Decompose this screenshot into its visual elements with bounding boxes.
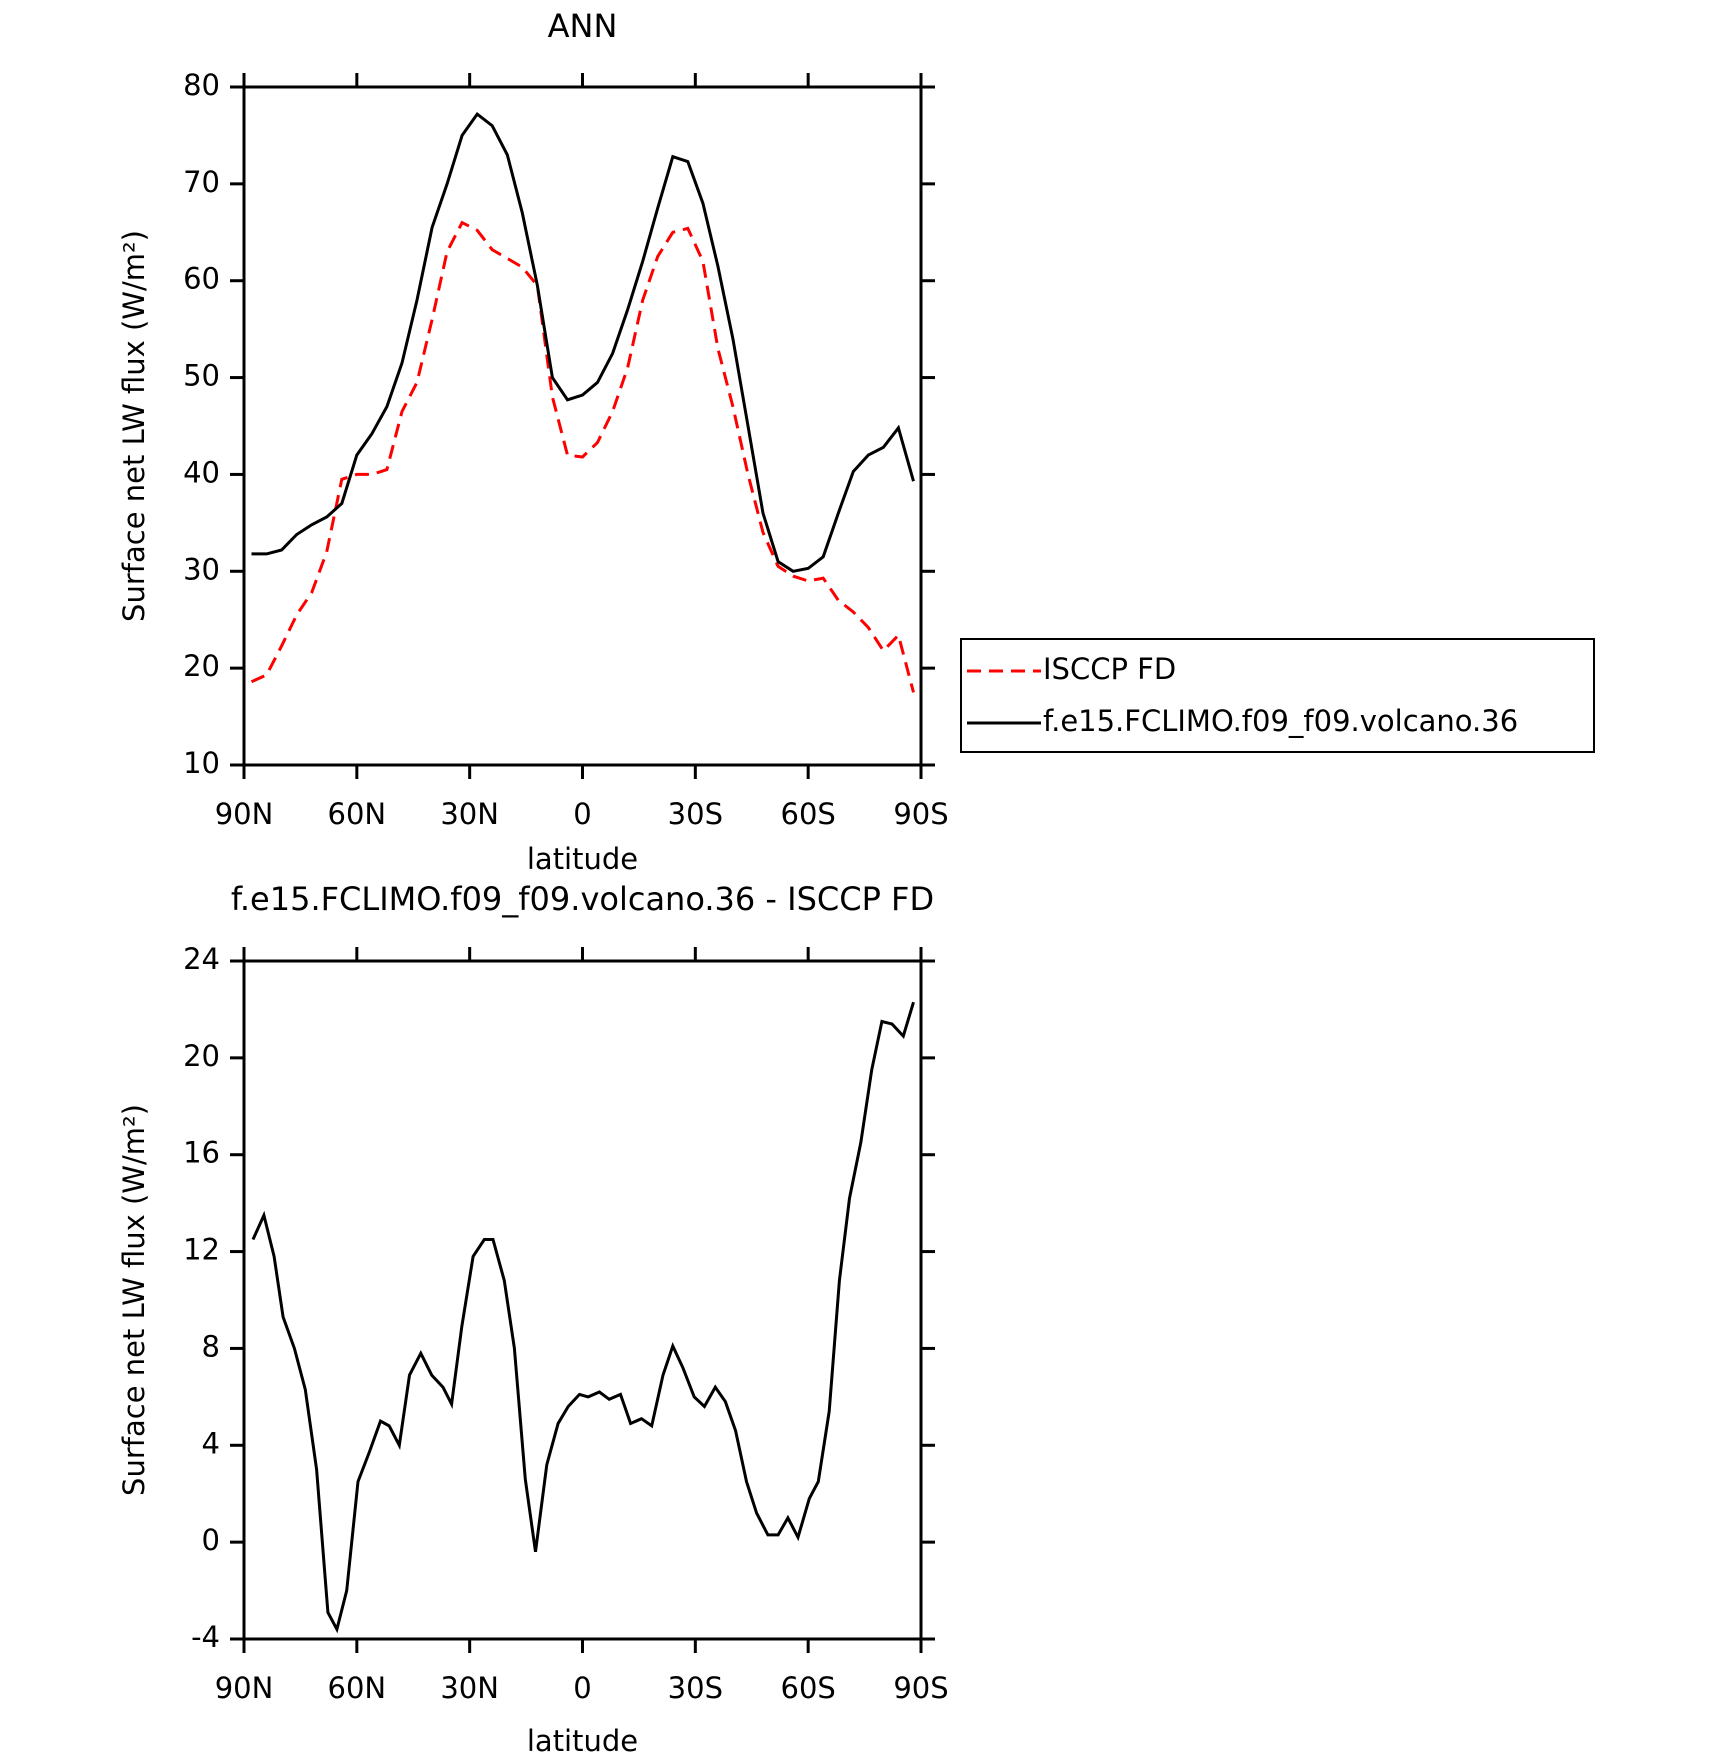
data-line	[251, 1001, 915, 1634]
data-line	[251, 111, 915, 573]
legend-label: ISCCP FD	[1043, 652, 1176, 686]
x-tick-label: 0	[573, 797, 591, 831]
y-axis-label: Surface net LW flux (W/m²)	[117, 1104, 151, 1496]
y-tick-label: 50	[183, 359, 220, 393]
y-tick-label: 12	[183, 1233, 220, 1267]
x-tick-label: 30S	[668, 1671, 723, 1705]
legend-box	[960, 638, 1595, 753]
y-tick-label: 24	[183, 942, 220, 976]
x-tick-label: 60N	[328, 1671, 387, 1705]
x-tick-label: 30S	[668, 797, 723, 831]
y-tick-label: 30	[183, 552, 220, 586]
x-axis-label: latitude	[527, 1724, 638, 1758]
y-tick-label: 70	[183, 165, 220, 199]
y-tick-label: 8	[202, 1329, 220, 1363]
y-axis-label: Surface net LW flux (W/m²)	[117, 230, 151, 622]
x-axis-label: latitude	[527, 842, 638, 876]
chart-title: f.e15.FCLIMO.f09_f09.volcano.36 - ISCCP …	[231, 880, 934, 918]
chart-title: ANN	[548, 7, 618, 45]
x-tick-label: 60S	[781, 1671, 836, 1705]
x-tick-label: 30N	[440, 1671, 499, 1705]
x-tick-label: 90N	[215, 1671, 274, 1705]
y-tick-label: 20	[183, 649, 220, 683]
y-tick-label: 20	[183, 1039, 220, 1073]
x-tick-label: 90N	[215, 797, 274, 831]
plot-frame	[242, 85, 923, 767]
y-tick-label: 40	[183, 455, 220, 489]
x-tick-label: 0	[573, 1671, 591, 1705]
x-tick-label: 90S	[893, 797, 948, 831]
y-tick-label: -4	[191, 1620, 220, 1654]
y-tick-label: 10	[183, 746, 220, 780]
x-tick-label: 60N	[328, 797, 387, 831]
x-tick-label: 30N	[440, 797, 499, 831]
y-tick-label: 0	[202, 1523, 220, 1557]
legend-label: f.e15.FCLIMO.f09_f09.volcano.36	[1043, 704, 1518, 738]
x-tick-label: 60S	[781, 797, 836, 831]
y-tick-label: 60	[183, 262, 220, 296]
x-tick-label: 90S	[893, 1671, 948, 1705]
y-tick-label: 16	[183, 1136, 220, 1170]
y-tick-label: 80	[183, 68, 220, 102]
plot-frame	[242, 959, 923, 1641]
y-tick-label: 4	[202, 1426, 220, 1460]
data-line	[250, 220, 915, 693]
